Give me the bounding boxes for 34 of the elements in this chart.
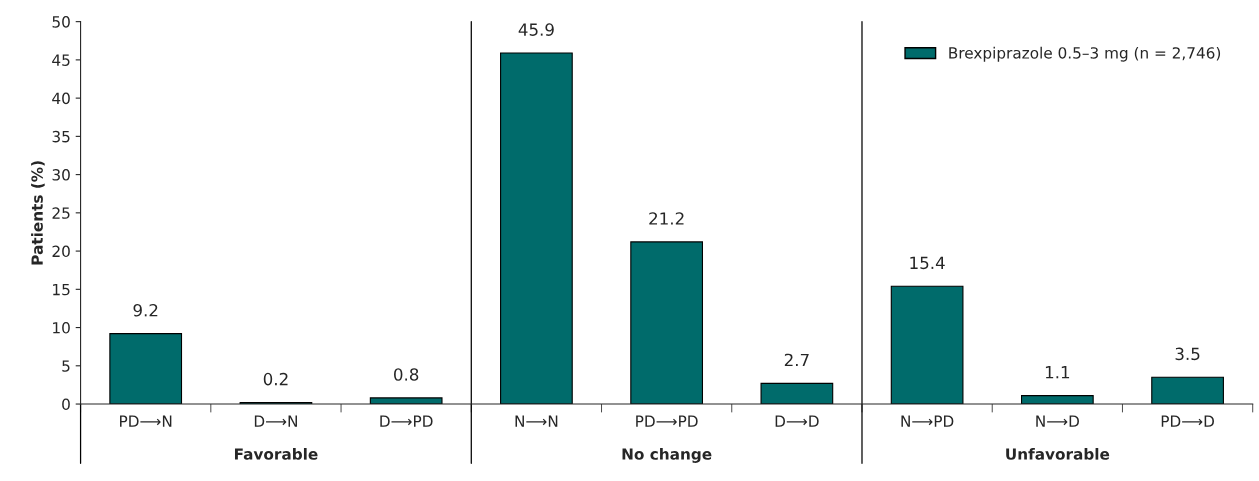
y-tick-label: 5 [62,360,70,372]
x-tick-label: PD⟶PD [636,415,698,427]
text: Favorable [234,448,318,460]
y-tick-label: 10 [53,322,70,334]
text: Unfavorable [1006,448,1110,460]
text: No change [622,448,712,463]
x-tick-label: D⟶N [254,415,297,427]
y-tick-label: 25 [52,207,70,219]
legend-label: Brexpiprazole 0.5–3 mg (n = 2,746) [949,46,1221,62]
y-tick-label: 0 [62,398,70,411]
x-tick-label: D⟶D [775,415,819,427]
y-axis-title: Patients (%) [31,161,45,265]
x-tick-label: N⟶N [515,415,558,427]
x-tick-label: N⟶PD [901,415,954,427]
y-tick-label: 20 [52,245,70,258]
data-label: 45.9 [518,23,554,36]
y-tick-label: 15 [53,283,70,296]
x-tick-label: D⟶PD [380,415,433,427]
data-label: 9.2 [133,303,158,317]
data-label: 1.1 [1045,366,1070,379]
y-tick-label: 35 [52,130,70,143]
data-label: 3.5 [1175,347,1200,361]
data-label: 15.4 [910,256,945,270]
data-label: 0.8 [394,368,419,381]
y-tick-label: 50 [52,16,70,28]
data-label: 21.2 [649,212,684,225]
data-label: 2.7 [784,353,809,367]
y-tick-label: 45 [52,54,70,66]
y-tick-label: 30 [52,169,70,181]
data-label: 0.2 [263,372,288,386]
x-tick-label: PD⟶D [1161,415,1215,427]
x-tick-label: PD⟶N [120,415,172,427]
y-tick-label: 40 [52,92,70,105]
x-tick-label: N⟶D [1036,415,1079,427]
